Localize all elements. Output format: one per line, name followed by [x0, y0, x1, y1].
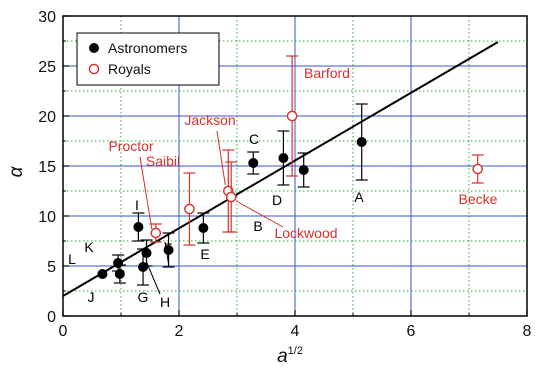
astronomer-point-A — [355, 103, 368, 181]
point-label-j: J — [88, 289, 95, 305]
astronomer-point-D — [297, 152, 310, 188]
point-marker — [133, 222, 144, 232]
y-tick-label: 0 — [47, 309, 56, 326]
x-tick-label: 6 — [407, 323, 416, 340]
point-label-saibil: Saibil — [146, 153, 180, 169]
point-marker — [138, 262, 149, 272]
x-tick-label: 0 — [59, 323, 68, 340]
astronomer-point-H — [140, 239, 153, 267]
legend: Astronomers Royals — [76, 32, 220, 86]
y-axis-title: α — [6, 165, 27, 177]
astronomer-point-C — [247, 151, 260, 175]
point-label-c: C — [249, 131, 259, 147]
label-leader-line — [164, 241, 170, 265]
legend-marker-royals — [88, 63, 100, 75]
point-marker — [248, 158, 259, 168]
x-axis-title-superscript: 1/2 — [288, 345, 303, 357]
point-label-h: H — [160, 294, 170, 310]
legend-label-royals: Royals — [108, 61, 151, 77]
point-label-a: A — [354, 189, 364, 205]
y-tick-label: 15 — [38, 159, 56, 176]
point-label-barford: Barford — [304, 65, 350, 81]
x-tick-label: 4 — [291, 323, 300, 340]
point-marker — [150, 227, 162, 239]
point-marker — [286, 110, 298, 122]
point-label-becke: Becke — [459, 191, 498, 207]
point-label-d: D — [272, 192, 282, 208]
x-tick-label: 2 — [175, 323, 184, 340]
x-tick-label: 8 — [523, 323, 532, 340]
y-tick-label: 10 — [38, 209, 56, 226]
royal-point-proctor — [149, 223, 162, 243]
label-leader-line — [216, 130, 226, 186]
astronomer-point-J — [113, 264, 126, 284]
y-tick-label: 20 — [38, 109, 56, 126]
astronomer-point-B — [277, 130, 290, 186]
label-leader-line — [139, 156, 153, 230]
point-marker — [184, 203, 195, 215]
data-points — [97, 55, 484, 286]
point-label-l: L — [68, 251, 76, 267]
axis-ticks: 0 2 4 6 8 0 5 10 15 20 25 30 — [38, 9, 531, 340]
point-label-k: K — [84, 239, 94, 255]
x-axis-title: a1/2 — [277, 345, 303, 367]
point-marker — [472, 163, 484, 175]
y-tick-label: 5 — [47, 259, 56, 276]
point-label-b: B — [253, 218, 262, 234]
point-marker — [97, 269, 108, 279]
y-tick-label: 25 — [38, 59, 56, 76]
point-marker — [298, 165, 309, 175]
point-label-i: I — [135, 197, 139, 213]
royal-point-barford — [286, 55, 299, 177]
legend-marker-astronomers — [89, 43, 99, 53]
point-label-g: G — [138, 289, 149, 305]
point-marker — [225, 191, 237, 203]
astronomer-point-L — [97, 269, 108, 279]
fit-line-group — [62, 41, 499, 297]
point-marker — [141, 248, 152, 258]
label-leader-line — [146, 261, 161, 295]
astronomer-point-I — [132, 212, 145, 242]
point-label-lockwood: Lockwood — [274, 225, 337, 241]
royal-point-becke — [471, 154, 484, 184]
point-labels: A B C D E F G H I J KL Barford Jackson Lockwood Saibil… — [68, 65, 498, 310]
astronomer-point-K — [112, 254, 125, 272]
royal-point-saibil — [183, 172, 196, 246]
royal-point-lockwood — [225, 161, 238, 233]
legend-box — [76, 32, 220, 86]
fit-line — [62, 41, 499, 297]
legend-label-astronomers: Astronomers — [108, 40, 187, 56]
point-marker — [198, 223, 209, 233]
point-label-f: F — [164, 240, 173, 256]
point-marker — [356, 137, 367, 147]
point-label-proctor: Proctor — [108, 138, 153, 154]
point-label-e: E — [200, 246, 209, 262]
point-label-jackson: Jackson — [184, 112, 235, 128]
point-marker — [113, 258, 124, 268]
label-leader-line — [235, 200, 284, 228]
point-marker — [278, 153, 289, 163]
y-tick-label: 30 — [38, 9, 56, 26]
astronomer-point-E — [197, 212, 210, 244]
